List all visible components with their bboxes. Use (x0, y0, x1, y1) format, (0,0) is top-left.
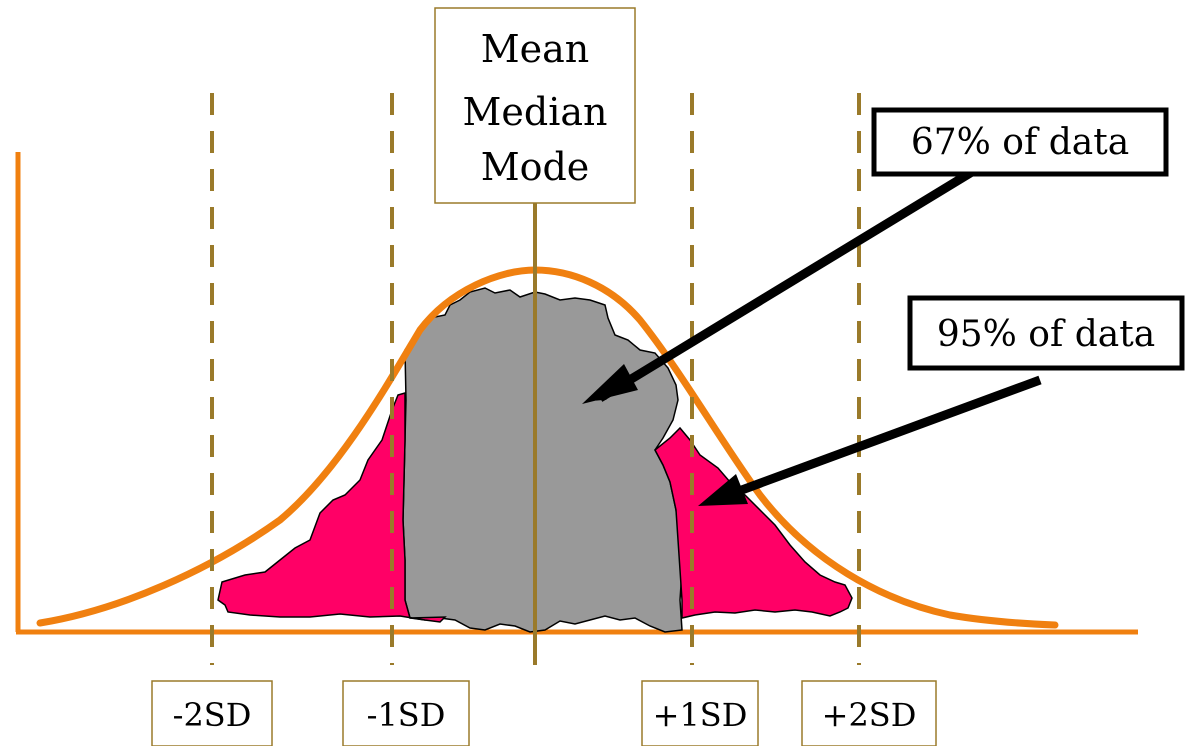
median-label: Median (462, 90, 607, 134)
callout-95-label: 95% of data (937, 314, 1155, 355)
arrowhead-95 (698, 474, 748, 506)
arrow-95-percent (718, 375, 1042, 503)
mean-label: Mean (481, 27, 590, 71)
callout-95-box (907, 295, 1185, 371)
arrowhead-67 (582, 364, 638, 404)
sd-box-plus2 (801, 680, 937, 746)
callout-67-label: 67% of data (911, 122, 1129, 163)
sd-box-minus2 (151, 680, 273, 746)
mode-label: Mode (481, 145, 590, 189)
sd-label-minus2: -2SD (173, 696, 252, 734)
sd-label-plus1: +1SD (653, 696, 748, 734)
left-region-95-percent (217, 392, 447, 623)
sd-box-plus1 (641, 680, 759, 746)
callout-67-box (871, 107, 1169, 177)
right-region-95-percent (654, 426, 853, 619)
normal-curve (36, 266, 1059, 629)
sd-label-plus2: +2SD (822, 696, 917, 734)
arrow-67-percent (595, 160, 988, 402)
center-region-67-percent (402, 287, 683, 633)
mean-median-mode-box (434, 7, 636, 204)
sd-label-minus1: -1SD (367, 696, 446, 734)
sd-box-minus1 (342, 680, 470, 746)
